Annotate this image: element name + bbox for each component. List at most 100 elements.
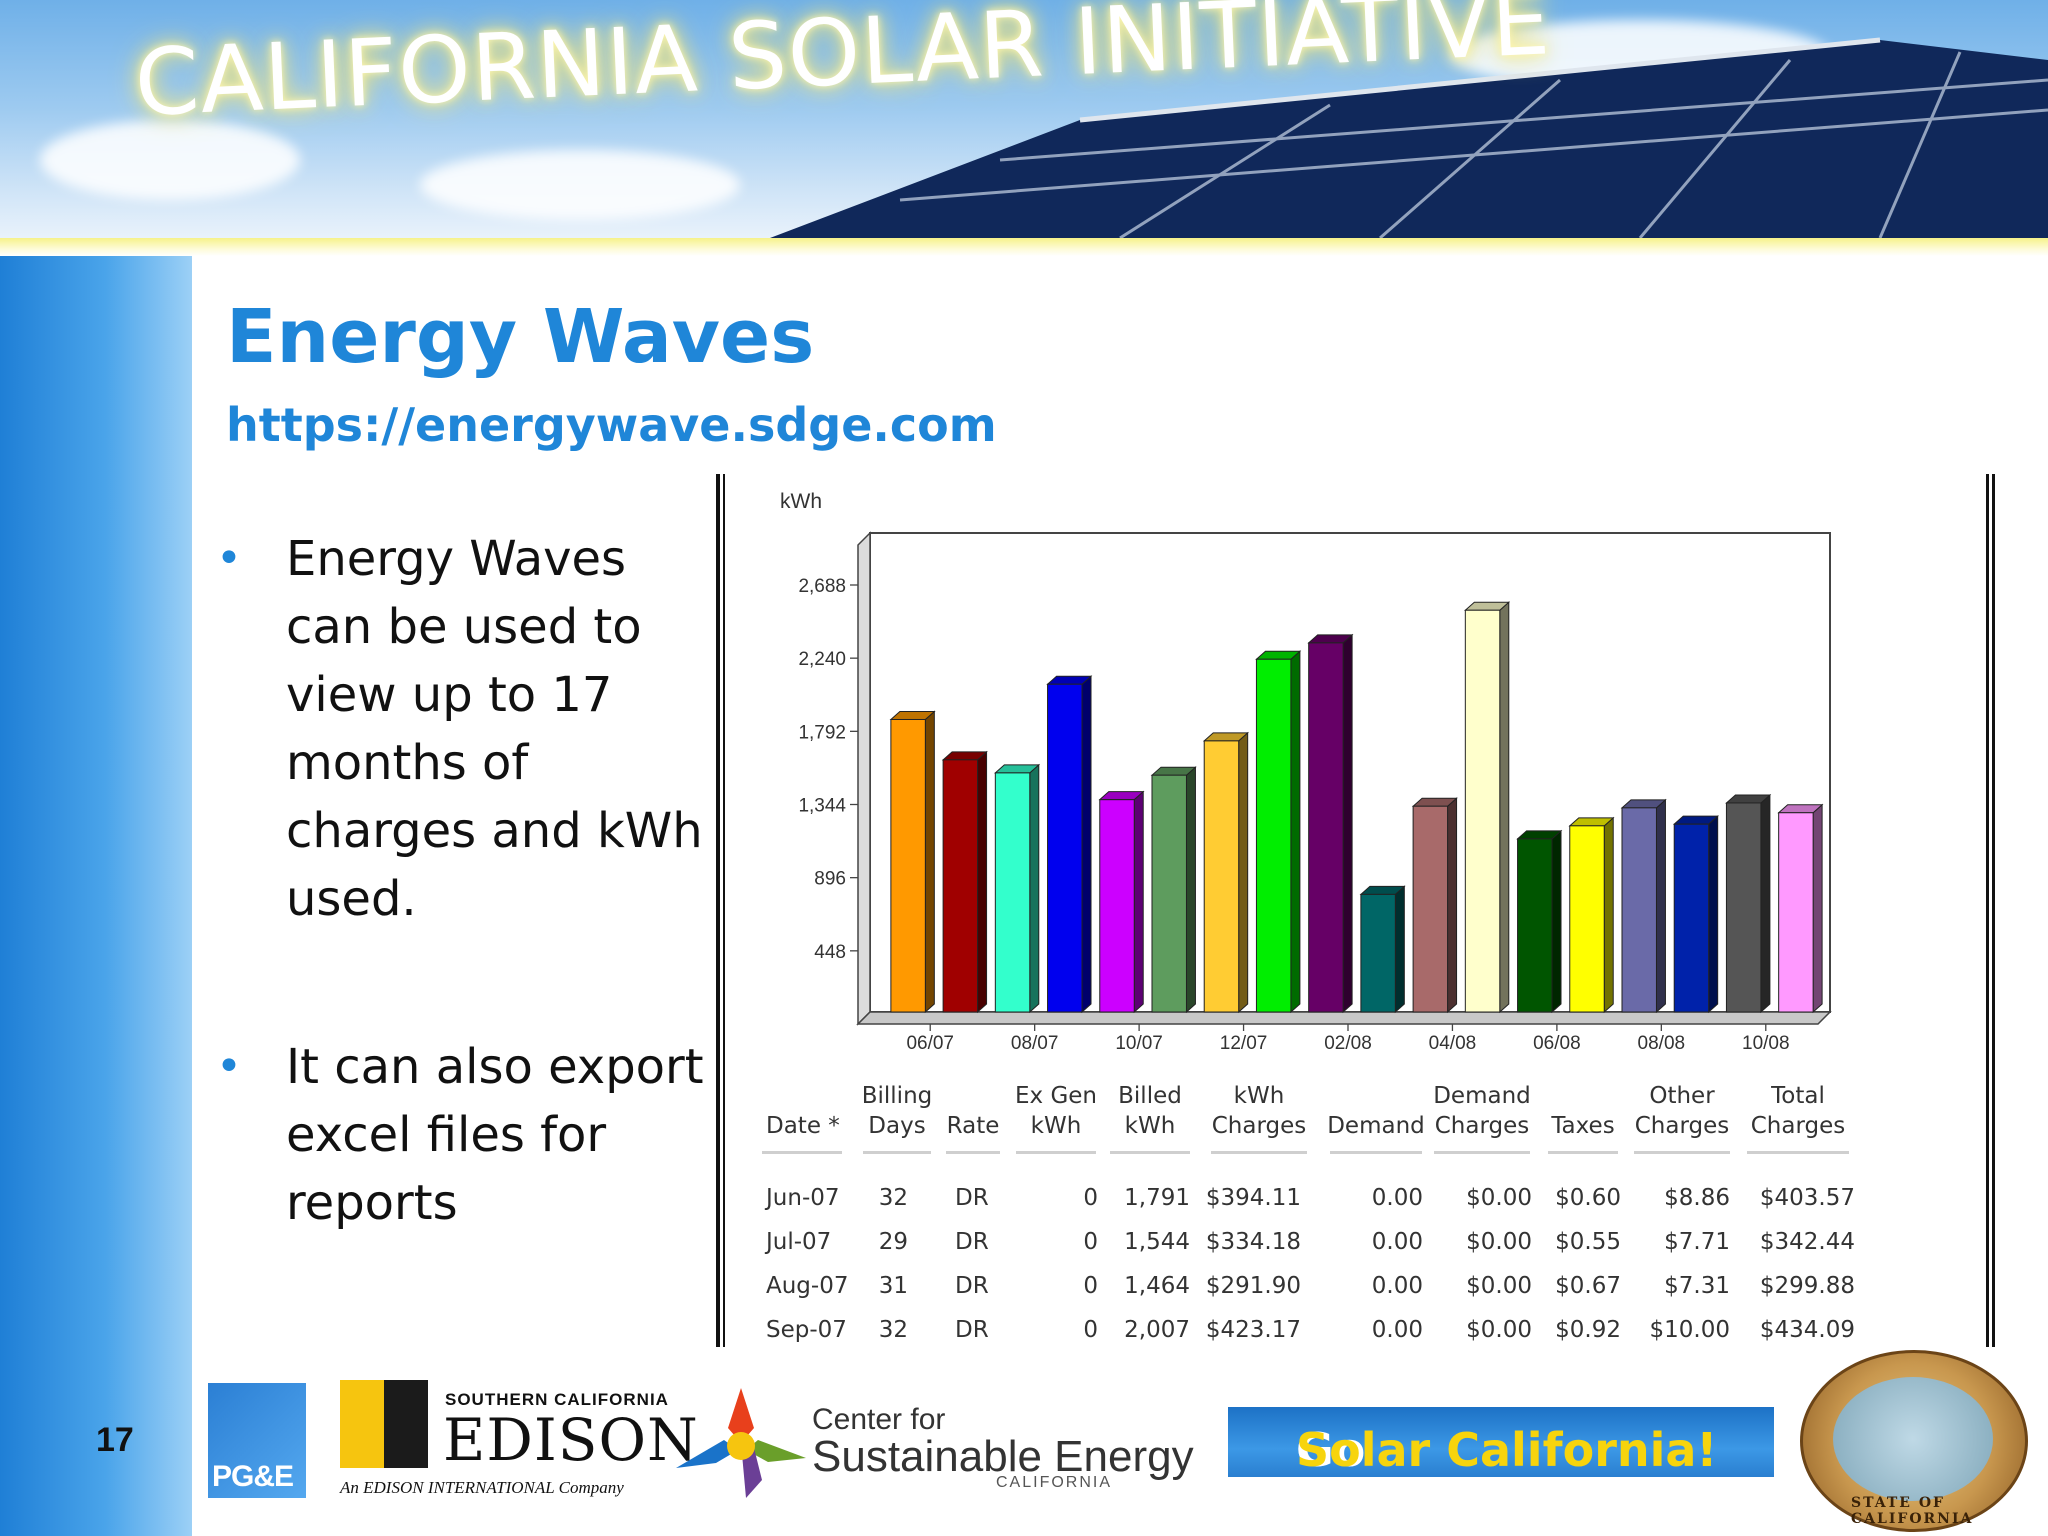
x-tick-labels: 06/07 08/07 10/07 12/07 02/08 04/08 06/08 08/08… xyxy=(906,1033,1789,1054)
table-header-cell: Taxes xyxy=(1523,1111,1643,1141)
bar-side xyxy=(1238,731,1249,1014)
table-header-text: kWh xyxy=(1233,1083,1285,1109)
table-header-cell: Demand Charges xyxy=(1422,1081,1542,1141)
table-cell: 0.00 xyxy=(1371,1273,1423,1299)
left-stripe xyxy=(0,256,192,1536)
table-header-text: Charges xyxy=(1634,1113,1730,1139)
pge-logo-text: PG&E xyxy=(212,1460,294,1493)
table-cell: DR xyxy=(955,1229,989,1255)
banner: CALIFORNIA SOLAR INITIATIVE xyxy=(0,0,2048,238)
table-cell: $0.00 xyxy=(1466,1317,1532,1343)
table-cell: 1,464 xyxy=(1124,1273,1190,1299)
bar-side xyxy=(1394,885,1405,1014)
go-solar-text-white: Go xyxy=(1296,1423,1366,1477)
table-cell: $10.00 xyxy=(1649,1317,1730,1343)
bar-side xyxy=(924,710,935,1014)
y-tick-label: 1,344 xyxy=(798,796,846,817)
table-header-underline xyxy=(946,1151,1000,1154)
table-cell: $403.57 xyxy=(1759,1185,1855,1211)
sce-logo-name: EDISON xyxy=(443,1406,699,1474)
x-tick-label: 06/07 xyxy=(906,1033,954,1054)
cse-logo-line1: Center for xyxy=(812,1403,946,1436)
table-header-text: Days xyxy=(868,1113,926,1139)
table-cell: $0.92 xyxy=(1555,1317,1621,1343)
table-cell: $8.86 xyxy=(1664,1185,1730,1211)
table-header-underline xyxy=(762,1151,842,1154)
cse-logo-line3: CALIFORNIA xyxy=(996,1474,1113,1491)
x-tick-label: 08/07 xyxy=(1011,1033,1059,1054)
table-cell: $7.31 xyxy=(1664,1273,1730,1299)
table-header-cell: Billed kWh xyxy=(1090,1081,1210,1141)
table-header-text: Ex Gen xyxy=(1014,1083,1097,1109)
bar-07-08 xyxy=(1569,825,1605,1013)
table-header-underline xyxy=(1747,1151,1849,1154)
bar-side xyxy=(1029,763,1040,1014)
bar-side xyxy=(1655,798,1666,1014)
y-tick-label: 448 xyxy=(814,942,846,963)
table-header-text: Billing xyxy=(861,1083,933,1109)
table-header-text: Charges xyxy=(1750,1113,1846,1139)
bullet-item: • Energy Waves can be used to view up to … xyxy=(210,525,710,933)
solar-panel-image xyxy=(770,37,2048,238)
bar-10-08 xyxy=(1725,802,1762,1013)
bar-side xyxy=(1342,633,1353,1014)
y-tick-label: 1,792 xyxy=(798,722,846,743)
bullet-dot-icon: • xyxy=(216,533,242,584)
table-cell: DR xyxy=(955,1273,989,1299)
y-tick-label: 2,240 xyxy=(798,649,846,670)
table-cell: 0 xyxy=(1083,1317,1098,1343)
sce-logo-top: SOUTHERN CALIFORNIA xyxy=(445,1390,669,1409)
bar-10-07 xyxy=(1099,799,1135,1013)
table-header-cell: Demand xyxy=(1316,1111,1436,1141)
sce-logo-mark xyxy=(340,1380,428,1468)
table-header-text: Billed xyxy=(1118,1083,1182,1109)
slide-title: Energy Waves xyxy=(226,294,815,380)
table-header-text: Date * xyxy=(766,1113,840,1139)
table-cell: DR xyxy=(955,1185,989,1211)
table-cell: $0.00 xyxy=(1466,1229,1532,1255)
bullet-text: Energy Waves can be used to view up to 1… xyxy=(286,531,703,927)
cloud xyxy=(40,120,300,200)
bar-side xyxy=(1133,790,1144,1014)
x-tick-label: 10/08 xyxy=(1742,1033,1790,1054)
table-cell: $0.00 xyxy=(1466,1185,1532,1211)
table-cell: 0 xyxy=(1083,1273,1098,1299)
table-cell: $434.09 xyxy=(1759,1317,1855,1343)
table-header-underline xyxy=(1634,1151,1730,1154)
chart-floor xyxy=(856,1011,1832,1025)
table-cell: 0.00 xyxy=(1371,1229,1423,1255)
table-cell: $0.67 xyxy=(1555,1273,1621,1299)
table-cell: 1,791 xyxy=(1124,1185,1190,1211)
x-tick-label: 10/07 xyxy=(1115,1033,1163,1054)
bar-01-08 xyxy=(1255,658,1292,1013)
table-cell: 1,544 xyxy=(1124,1229,1190,1255)
bar-side xyxy=(1290,650,1301,1014)
go-solar-california-banner: Go Solar California! xyxy=(1228,1407,1774,1477)
table-header-underline xyxy=(1548,1151,1618,1154)
bar-04-08 xyxy=(1412,805,1449,1013)
panel-border xyxy=(1986,474,1989,1347)
bar-05-08 xyxy=(1464,609,1501,1013)
table-cell: $0.60 xyxy=(1555,1185,1621,1211)
y-tick-labels: 448 896 1,344 1,792 2,240 2,688 xyxy=(798,576,846,963)
table-header-text: Taxes xyxy=(1551,1113,1615,1139)
table-header-underline xyxy=(1016,1151,1096,1154)
panel-border xyxy=(1992,474,1995,1347)
x-tick-label: 06/08 xyxy=(1533,1033,1581,1054)
bar-06-07 xyxy=(890,718,926,1013)
table-header-cell: kWh Charges xyxy=(1199,1081,1319,1141)
bar-side xyxy=(1551,829,1562,1014)
table-header-text: Total xyxy=(1771,1083,1825,1109)
table-header-underline xyxy=(1330,1151,1422,1154)
table-cell: $423.17 xyxy=(1205,1317,1301,1343)
table-cell: Aug-07 xyxy=(766,1273,849,1299)
table-cell: 2,007 xyxy=(1124,1317,1190,1343)
table-header-cell: Other Charges xyxy=(1622,1081,1742,1141)
table-cell: $334.18 xyxy=(1205,1229,1301,1255)
bar-07-07 xyxy=(942,759,979,1013)
y-tick-label: 2,688 xyxy=(798,576,846,597)
bar-11-08 xyxy=(1778,812,1814,1013)
table-cell: 0.00 xyxy=(1371,1185,1423,1211)
table-header-cell: Date * xyxy=(766,1111,886,1141)
table-cell: $394.11 xyxy=(1205,1185,1301,1211)
